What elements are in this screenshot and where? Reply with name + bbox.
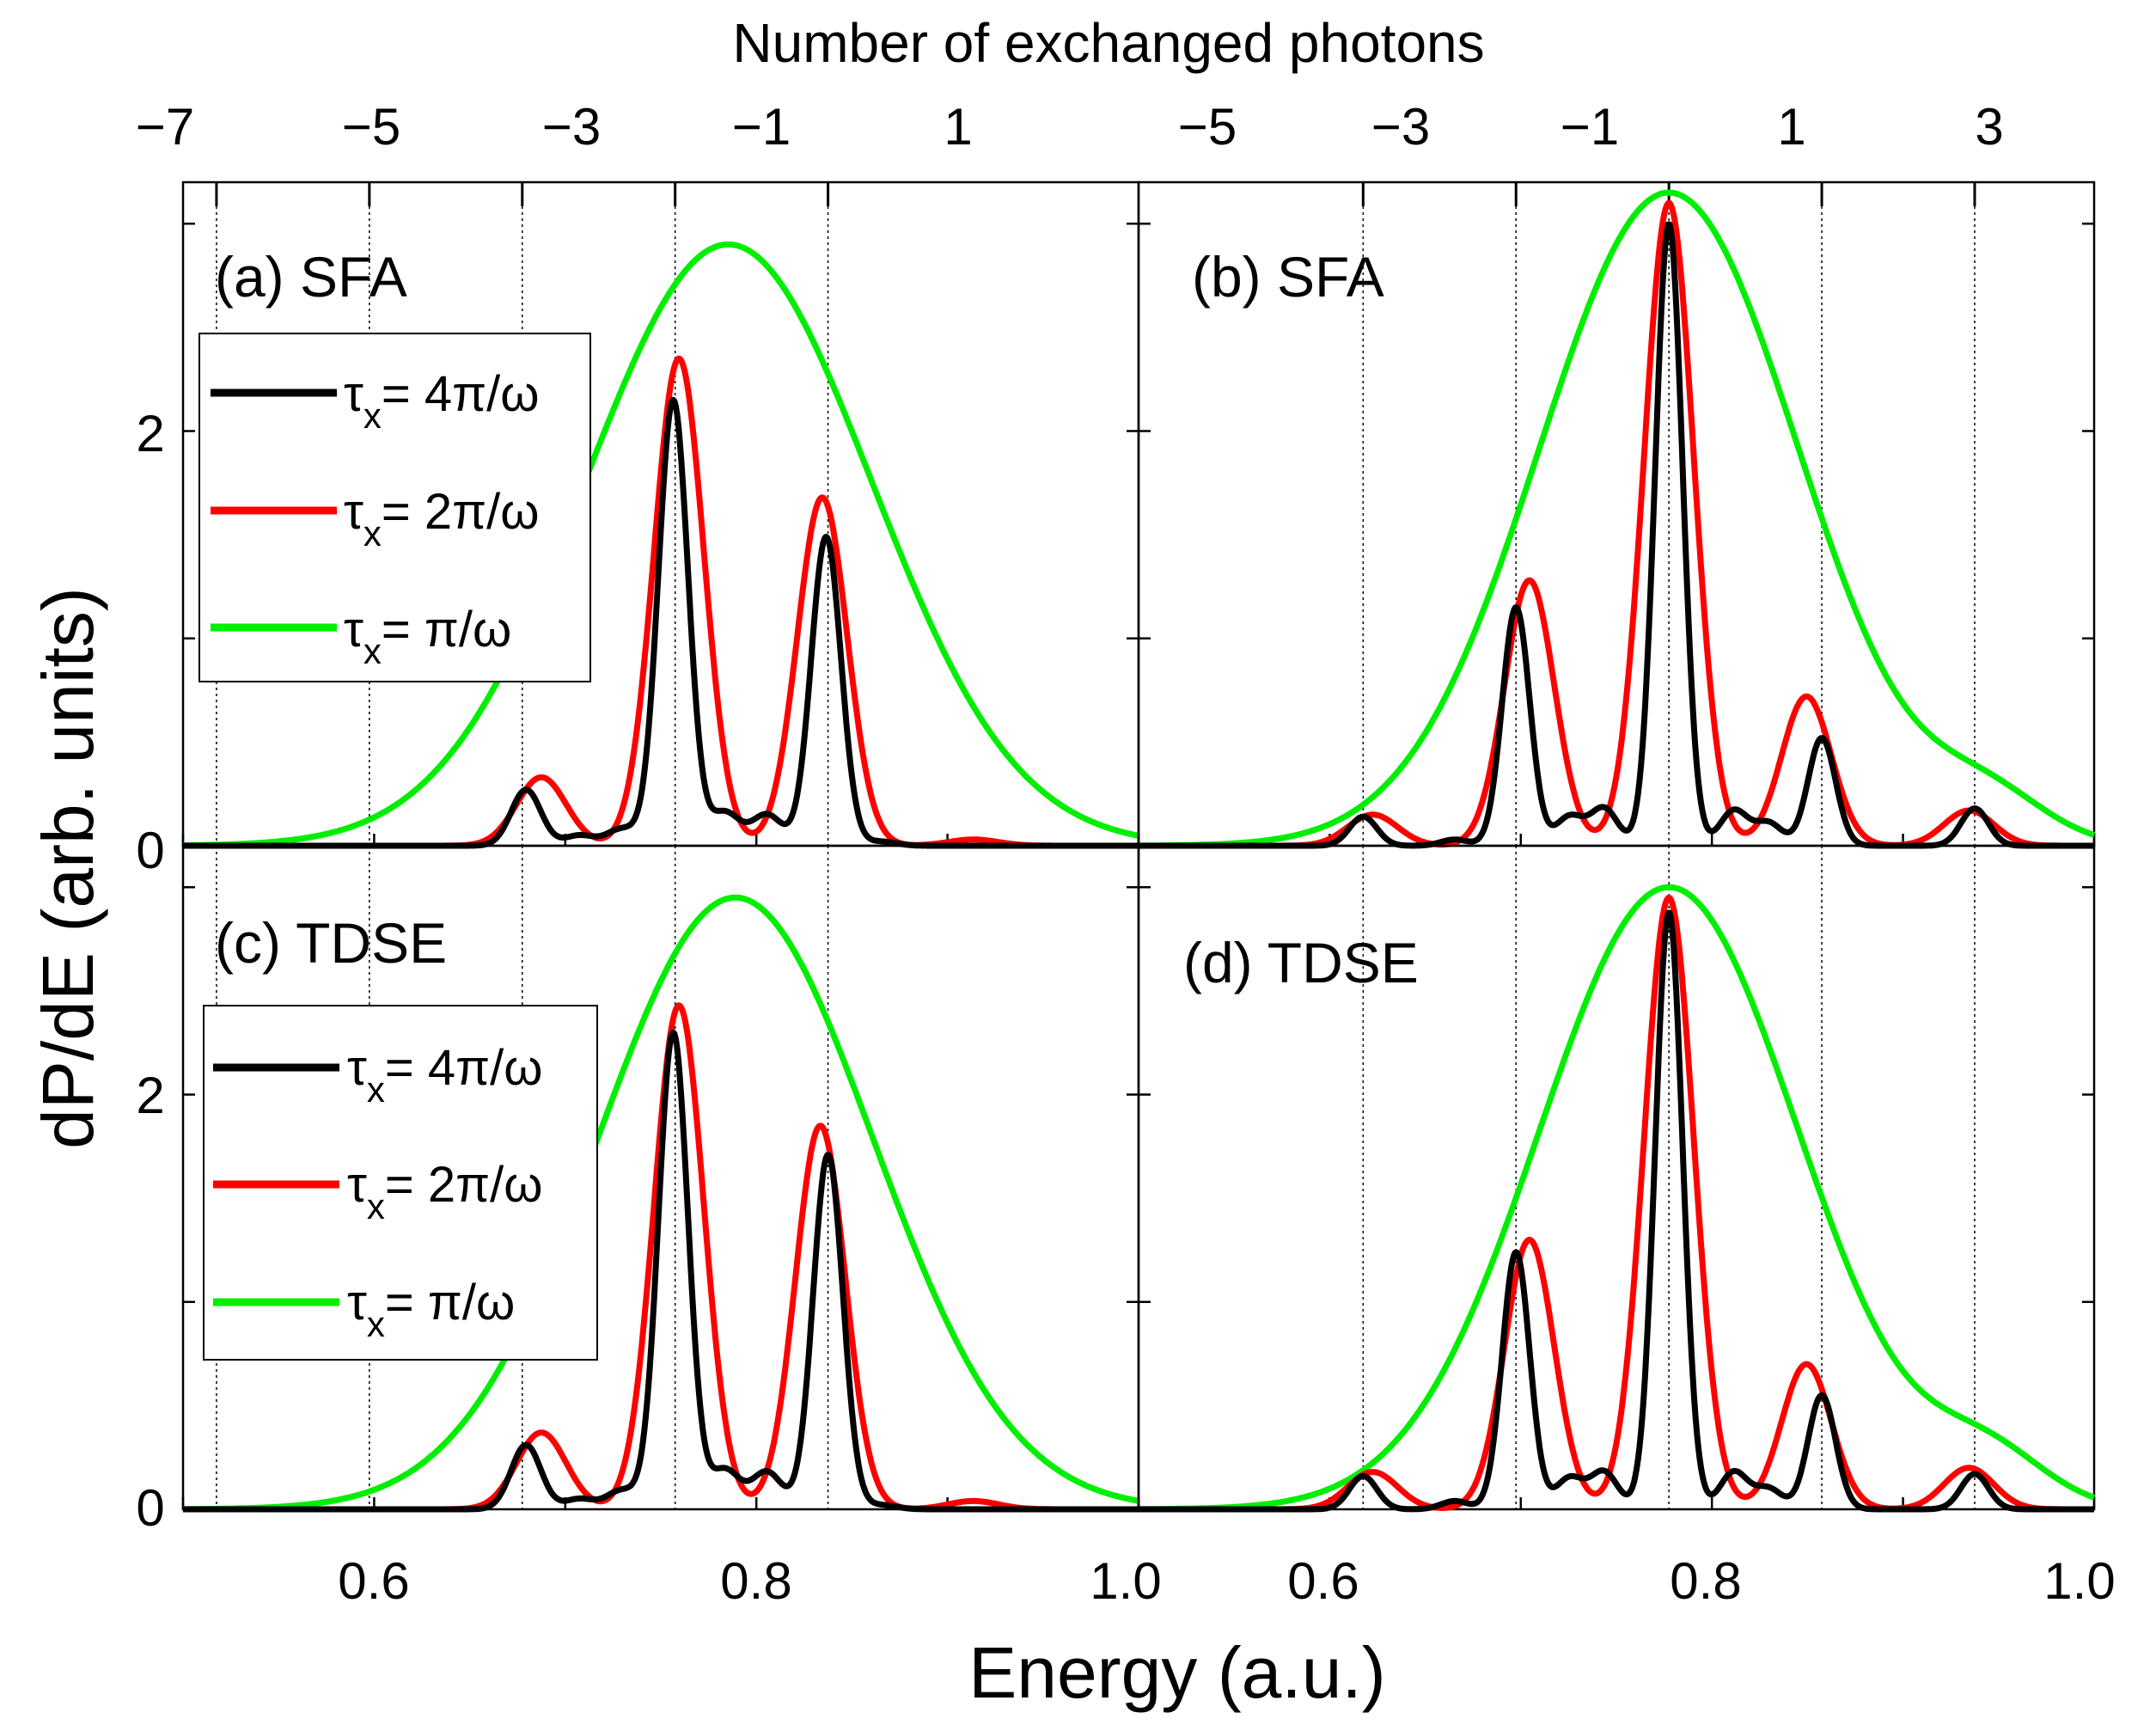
top-ticks-right: −5 −3 −1 1 3 [1178, 98, 2004, 156]
top-tick-label: −1 [1561, 98, 1619, 156]
x-axis-title: Energy (a.u.) [968, 1632, 1386, 1713]
y-tick-label: 0 [136, 822, 164, 879]
top-tick-label: 1 [1777, 98, 1805, 156]
panel-label-d: (d) TDSE [1183, 931, 1419, 994]
x-tick-label: 0.6 [1287, 1552, 1359, 1610]
legend-entry-label: τx= 2π/ω [344, 484, 540, 554]
legend-top: τx= 4π/ω τx= 2π/ω τx= π/ω [198, 333, 591, 682]
panel-c [181, 844, 1140, 1513]
panel-label-c: (c) TDSE [215, 911, 447, 975]
series-line-tau_pi [1137, 884, 2096, 1513]
panel-frame [1137, 844, 2096, 1511]
top-tick-label: −7 [136, 98, 194, 156]
series-line-tau_pi [1137, 189, 2096, 849]
top-tick-label: −5 [1178, 98, 1237, 156]
series-line-tau_pi [181, 241, 1140, 848]
legend-entry-label: τx= 2π/ω [347, 1157, 543, 1227]
panel-label-b: (b) SFA [1192, 245, 1384, 309]
panel-d [1137, 844, 2096, 1513]
panel-label-a: (a) SFA [215, 245, 407, 309]
y-tick-label: 2 [136, 1067, 164, 1124]
top-axis-title: Number of exchanged photons [732, 12, 1484, 74]
legend-entry-label: τx= 4π/ω [347, 1040, 543, 1110]
x-tick-label: 1.0 [2043, 1552, 2115, 1610]
x-tick-label: 0.6 [338, 1552, 409, 1610]
top-tick-label: −5 [342, 98, 400, 156]
y-ticks: 0 2 0 2 [136, 405, 164, 1537]
top-tick-label: −3 [1371, 98, 1430, 156]
x-tick-label: 0.8 [1670, 1552, 1741, 1610]
top-ticks-left: −7 −5 −3 −1 1 [136, 98, 973, 156]
series-line-tau_pi [181, 894, 1140, 1513]
legend-entry-label: τx= π/ω [344, 602, 511, 671]
series-line-tau_4pi [1137, 909, 2096, 1513]
legend-bottom: τx= 4π/ω τx= 2π/ω τx= π/ω [203, 1005, 598, 1361]
legend-entry-label: τx= π/ω [347, 1275, 515, 1344]
top-tick-label: −1 [732, 98, 791, 156]
top-tick-label: 1 [944, 98, 972, 156]
legend-entry-label: τx= 4π/ω [344, 366, 540, 436]
top-tick-label: −3 [542, 98, 601, 156]
x-tick-label: 0.8 [720, 1552, 791, 1610]
x-tick-label: 1.0 [1090, 1552, 1161, 1610]
y-tick-label: 2 [136, 405, 164, 462]
series-line-tau_4pi [181, 1029, 1140, 1513]
y-axis-title: dP/dE (arb. units) [27, 587, 108, 1149]
bottom-ticks: 0.6 0.8 1.0 0.6 0.8 1.0 [338, 1552, 2115, 1610]
y-tick-label: 0 [136, 1479, 164, 1537]
top-tick-label: 3 [1975, 98, 2003, 156]
